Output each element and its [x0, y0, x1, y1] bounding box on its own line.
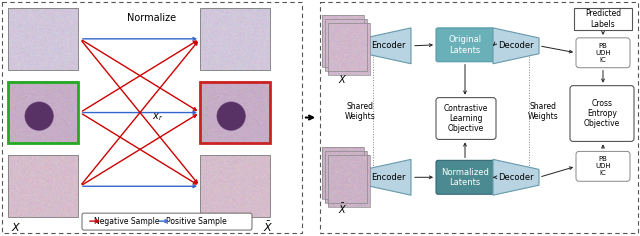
Bar [325, 152, 367, 203]
Bar [8, 82, 78, 143]
Text: $\bar{X}$: $\bar{X}$ [263, 220, 273, 234]
FancyBboxPatch shape [576, 152, 630, 181]
Bar [325, 19, 367, 71]
Bar [2, 2, 302, 233]
Text: PB
UDH
IC: PB UDH IC [595, 156, 611, 176]
Bar [8, 8, 78, 70]
Text: Normalized
Latents: Normalized Latents [441, 168, 489, 187]
Bar [200, 8, 270, 70]
Text: PB
UDH
IC: PB UDH IC [595, 43, 611, 63]
Text: Original
Latents: Original Latents [449, 35, 481, 55]
Bar [322, 148, 364, 199]
Polygon shape [493, 159, 539, 195]
Text: Normalize: Normalize [127, 13, 177, 23]
Polygon shape [365, 159, 411, 195]
Bar [200, 82, 270, 143]
Text: Encoder: Encoder [371, 41, 405, 50]
Text: Predicted
Labels: Predicted Labels [585, 9, 621, 29]
Text: $X$: $X$ [11, 221, 21, 233]
Text: Decoder: Decoder [498, 41, 534, 50]
Bar [320, 2, 638, 233]
Bar [574, 8, 632, 30]
Text: Negative Sample: Negative Sample [94, 217, 160, 226]
Text: Encoder: Encoder [371, 173, 405, 182]
Bar [200, 82, 270, 143]
Bar [8, 82, 78, 143]
FancyBboxPatch shape [436, 98, 496, 139]
Text: Contrastive
Learning
Objective: Contrastive Learning Objective [444, 104, 488, 133]
Text: $x_r$: $x_r$ [152, 112, 163, 123]
Text: $X$: $X$ [339, 73, 348, 85]
FancyBboxPatch shape [570, 86, 634, 141]
Bar [200, 155, 270, 217]
FancyBboxPatch shape [82, 213, 252, 230]
Bar [328, 155, 370, 207]
Bar [322, 15, 364, 67]
FancyBboxPatch shape [576, 38, 630, 68]
Text: Positive Sample: Positive Sample [166, 217, 227, 226]
Text: Shared
Weights: Shared Weights [527, 102, 558, 121]
FancyBboxPatch shape [436, 28, 494, 62]
Text: Cross
Entropy
Objective: Cross Entropy Objective [584, 99, 620, 128]
Text: $\bar{X}$: $\bar{X}$ [339, 202, 348, 216]
Text: Shared
Weights: Shared Weights [344, 102, 376, 121]
Polygon shape [493, 28, 539, 64]
Text: Decoder: Decoder [498, 173, 534, 182]
Bar [328, 23, 370, 75]
Bar [8, 155, 78, 217]
FancyBboxPatch shape [436, 160, 494, 194]
Polygon shape [365, 28, 411, 64]
